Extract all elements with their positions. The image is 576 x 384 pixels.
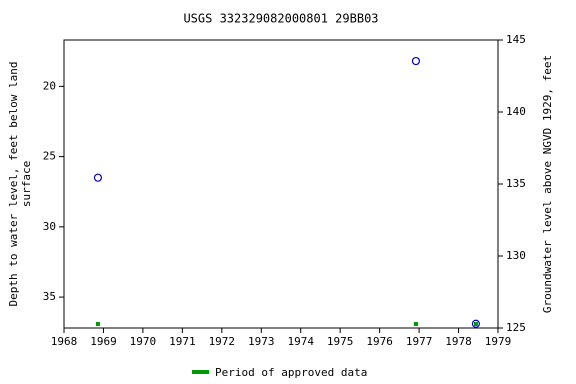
y-tick-label: 30: [43, 220, 56, 233]
y-tick-label: 25: [43, 150, 56, 163]
y-label-group: Depth to water level, feet below land su…: [7, 61, 33, 306]
x-tick-label: 1969: [90, 335, 117, 348]
y-axis-label: Depth to water level, feet below land: [7, 61, 20, 306]
x-tick-label: 1978: [445, 335, 472, 348]
y2-tick-label: 135: [506, 177, 526, 190]
y2-axis-label: Groundwater level above NGVD 1929, feet: [541, 55, 554, 313]
y-tick-label: 20: [43, 79, 56, 92]
y2-tick-label: 125: [506, 321, 526, 334]
plot-frame: [63, 39, 499, 329]
x-tick-label: 1974: [287, 335, 314, 348]
approved-marker: [413, 322, 418, 326]
x-tick-label: 1970: [130, 335, 157, 348]
data-point: [471, 319, 481, 328]
legend-label: Period of approved data: [215, 366, 367, 379]
x-tick-label: 1968: [51, 335, 78, 348]
x-tick-label: 1971: [169, 335, 196, 348]
x-tick-label: 1976: [366, 335, 393, 348]
y2-tick-label: 145: [506, 33, 526, 46]
x-tick-label: 1972: [209, 335, 236, 348]
y-axis-label: surface: [20, 161, 33, 207]
y2-tick-label: 140: [506, 105, 526, 118]
data-point: [411, 56, 421, 66]
approved-marker: [95, 322, 100, 326]
y-tick-label: 35: [43, 290, 56, 303]
x-tick-label: 1975: [327, 335, 354, 348]
x-tick-label: 1977: [406, 335, 433, 348]
x-tick-label: 1973: [248, 335, 275, 348]
chart-title: USGS 332329082000801 29BB03: [183, 12, 378, 26]
data-point: [93, 173, 103, 182]
y2-tick-label: 130: [506, 249, 526, 262]
approved-marker: [473, 322, 478, 326]
x-tick-label: 1979: [485, 335, 512, 348]
